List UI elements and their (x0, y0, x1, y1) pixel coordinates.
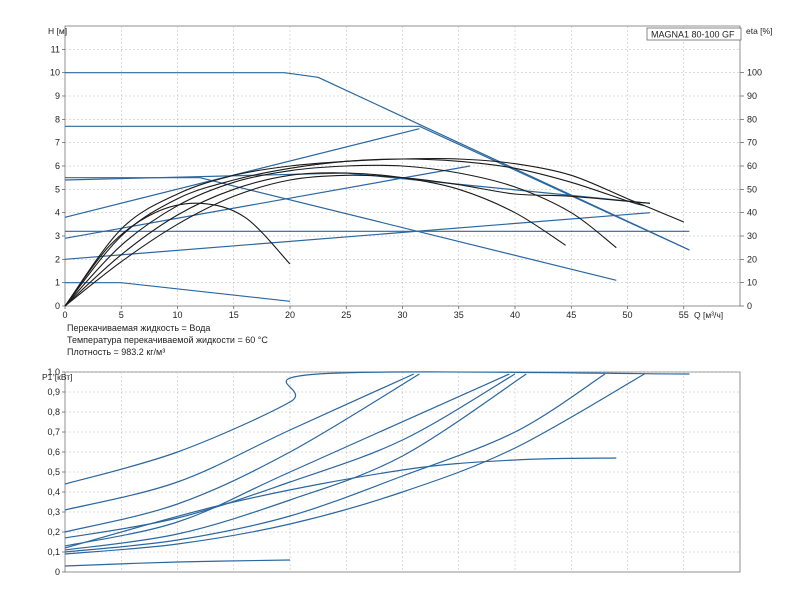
top-y-tick-label: 7 (55, 138, 60, 148)
p1-axis-label: P1 [кВт] (42, 372, 72, 382)
note-liquid: Перекачиваемая жидкость = Вода (67, 323, 210, 333)
top-x-tick-label: 25 (341, 310, 351, 320)
bottom-series (64, 371, 690, 567)
top-x-tick-label: 15 (229, 310, 239, 320)
bottom-y-tick-label: 0,9 (47, 387, 60, 397)
top-y2-tick-label: 80 (747, 114, 757, 124)
bottom-y-tick-label: 0,4 (47, 487, 60, 497)
top-y-tick-label: 10 (50, 68, 60, 78)
x-axis-label: Q [м³/ч] (694, 310, 723, 320)
top-y-tick-label: 3 (55, 231, 60, 241)
top-x-tick-label: 45 (566, 310, 576, 320)
top-y-tick-label: 11 (51, 44, 60, 54)
top-y2-tick-label: 70 (747, 138, 757, 148)
chart-title: MAGNA1 80-100 GF (651, 30, 735, 40)
top-y2-tick-label: 100 (747, 68, 762, 78)
top-x-tick-label: 35 (454, 310, 464, 320)
bottom-y-tick-label: 1,0 (47, 367, 60, 377)
note-density: Плотность = 983.2 кг/м³ (67, 347, 165, 357)
top-series-line-7 (64, 212, 651, 260)
bottom-y-tick-label: 0,5 (47, 467, 60, 477)
top-x-tick-label: 0 (62, 310, 67, 320)
y2-axis-label: eta [%] (746, 26, 772, 36)
top-x-tick-label: 50 (622, 310, 632, 320)
top-x-tick-label: 40 (510, 310, 520, 320)
top-y-tick-label: 1 (55, 278, 60, 288)
top-grid (65, 26, 740, 306)
top-y2-tick-label: 20 (747, 254, 757, 264)
top-y-tick-label: 0 (55, 301, 60, 311)
bottom-series-line-9 (64, 559, 291, 567)
bottom-series-line-0 (64, 371, 690, 485)
top-x-tick-label: 10 (172, 310, 182, 320)
top-y-tick-label: 9 (55, 91, 60, 101)
bottom-chart: 0 0,1 0,2 0,3 0,4 0,5 0,6 0,7 0,8 0,9 1,0 P1 [кВт] (42, 367, 741, 577)
top-y-tick-label: 8 (55, 114, 60, 124)
top-series-line-12 (64, 172, 566, 307)
top-x-tick-label: 5 (119, 310, 124, 320)
bottom-series-line-6 (64, 373, 606, 553)
note-temperature: Температура перекачиваемой жидкости = 60… (67, 335, 268, 345)
bottom-y-tick-label: 0,1 (47, 547, 60, 557)
top-series-line-11 (64, 164, 617, 307)
top-y2-tick-label: 50 (747, 184, 757, 194)
bottom-y-tick-label: 0,2 (47, 527, 60, 537)
title-box (646, 27, 742, 41)
top-x-tick-label: 20 (285, 310, 295, 320)
bottom-ticks: 0 0,1 0,2 0,3 0,4 0,5 0,6 0,7 0,8 0,9 1,0 (47, 367, 65, 577)
top-series-line-10 (64, 158, 645, 307)
top-series-line-2 (65, 177, 617, 281)
top-y2-tick-label: 0 (747, 301, 752, 311)
bottom-y-tick-label: 0 (55, 567, 60, 577)
top-series-line-1 (65, 125, 690, 251)
bottom-series-line-3 (64, 373, 510, 547)
y-axis-label: H [м] (48, 26, 67, 36)
top-y-tick-label: 2 (55, 254, 60, 264)
top-y-tick-label: 5 (55, 184, 60, 194)
top-x-tick-label: 30 (397, 310, 407, 320)
top-series-line-4 (65, 282, 291, 302)
bottom-series-line-7 (64, 373, 645, 555)
top-series-line-13 (64, 174, 651, 307)
top-y2-tick-label: 10 (747, 278, 757, 288)
top-series-line-0 (65, 72, 690, 251)
top-y-tick-label: 4 (55, 208, 60, 218)
top-x-tick-label: 55 (679, 310, 689, 320)
bottom-series-line-5 (64, 373, 527, 551)
top-y-tick-label: 6 (55, 161, 60, 171)
top-y2-tick-label: 40 (747, 208, 757, 218)
top-y2-tick-label: 90 (747, 91, 757, 101)
bottom-y-tick-label: 0,6 (47, 447, 60, 457)
bottom-series-line-1 (64, 373, 415, 511)
top-y2-tick-label: 30 (747, 231, 757, 241)
bottom-series-line-2 (64, 373, 420, 533)
top-series (64, 72, 690, 307)
bottom-series-line-8 (64, 457, 617, 549)
top-y2-tick-label: 60 (747, 161, 757, 171)
bottom-y-tick-label: 0,7 (47, 427, 60, 437)
bottom-series-line-4 (64, 373, 516, 539)
top-series-line-14 (64, 202, 291, 307)
bottom-y-tick-label: 0,3 (47, 507, 60, 517)
bottom-y-tick-label: 0,8 (47, 407, 60, 417)
